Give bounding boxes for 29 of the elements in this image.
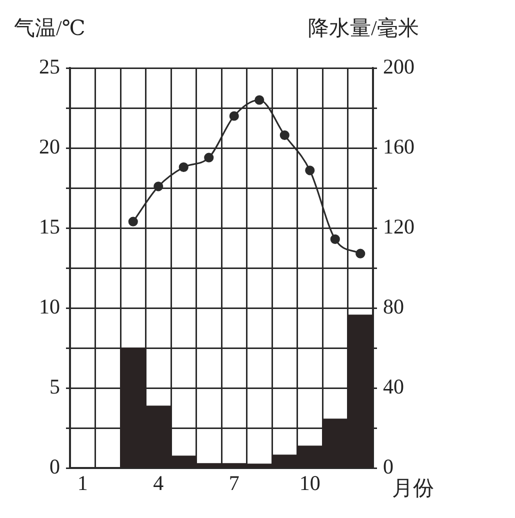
y-tick-label: 20 <box>39 134 60 159</box>
point <box>356 248 366 258</box>
y2-tick-label: 120 <box>383 214 414 239</box>
y2-tick-label: 0 <box>383 454 394 479</box>
point <box>178 162 188 172</box>
x-tick-label: 7 <box>228 471 240 496</box>
y-tick-label: 0 <box>50 454 60 479</box>
x-tick-label: 10 <box>299 471 320 496</box>
y-tick-label: 25 <box>39 54 60 79</box>
point <box>204 152 214 162</box>
y-tick-label: 10 <box>39 294 60 319</box>
y2-tick-label: 80 <box>383 294 404 319</box>
point <box>154 182 164 192</box>
point <box>280 130 290 140</box>
y-tick-label: 15 <box>39 214 60 239</box>
x-tick-label: 4 <box>153 471 164 496</box>
y2-tick-label: 160 <box>383 134 414 159</box>
y2-tick-label: 200 <box>383 54 414 79</box>
y-tick-label: 5 <box>50 374 60 399</box>
point <box>229 111 239 121</box>
y2-axis-title: 降水量/毫米 <box>308 15 419 42</box>
y2-tick-label: 40 <box>383 374 404 399</box>
x-tick-label: 1 <box>77 471 88 496</box>
point <box>305 166 315 176</box>
point <box>330 234 340 244</box>
y-axis-title: 气温/℃ <box>14 15 86 42</box>
point <box>254 95 264 105</box>
x-axis-title: 月份 <box>392 475 434 502</box>
point <box>128 216 138 226</box>
